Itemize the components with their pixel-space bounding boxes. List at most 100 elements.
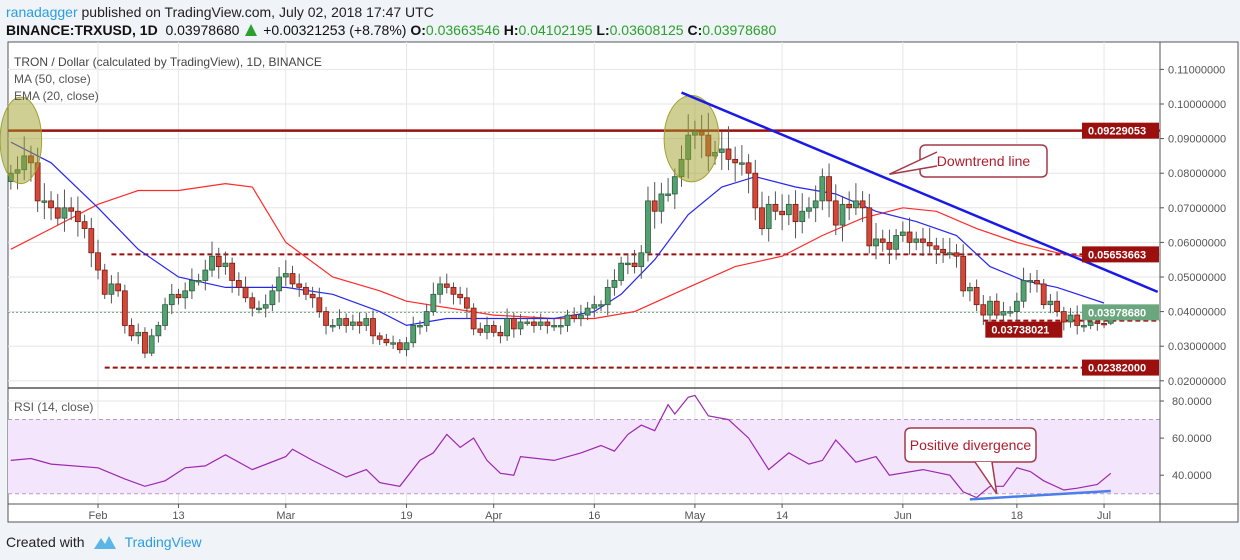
candle-body-up <box>155 325 162 337</box>
candle-body-down <box>1034 280 1040 285</box>
candle-body-down <box>846 203 853 209</box>
symbol: BINANCE:TRXUSD, 1D <box>6 22 158 38</box>
legend-ma[interactable]: MA (50, close) <box>14 72 91 86</box>
candle <box>658 182 665 224</box>
last-price-label-bg <box>1082 304 1159 321</box>
close-label: C: <box>687 22 703 38</box>
candle-body-up <box>665 193 671 196</box>
rsi-tick-label: 80.0000 <box>1172 396 1212 408</box>
candle <box>759 191 765 236</box>
candle <box>289 265 296 289</box>
candle-body-up <box>765 203 772 229</box>
candle <box>470 303 477 336</box>
candle <box>537 313 544 331</box>
created-with-text: Created with <box>6 534 85 550</box>
candle-body-up <box>1027 280 1034 283</box>
candle <box>249 292 256 317</box>
candle <box>557 316 564 335</box>
candle <box>584 301 591 321</box>
candle-body-up <box>282 273 289 278</box>
candle <box>202 259 209 291</box>
price-tick-label: 0.11000000 <box>1168 64 1225 76</box>
candle <box>879 229 886 252</box>
candle <box>1074 305 1081 335</box>
candle-body-down <box>128 325 135 337</box>
candle <box>296 273 303 297</box>
candle-body-down <box>1074 314 1081 326</box>
highlight-ellipse <box>663 94 720 183</box>
legend-ema[interactable]: EMA (20, close) <box>14 89 99 103</box>
candle-body-up <box>1013 300 1020 313</box>
candle-body-up <box>611 280 618 288</box>
time-tick-label: Feb <box>89 510 108 522</box>
candle <box>1081 320 1087 332</box>
callout-pointer <box>974 461 998 495</box>
legend-rsi[interactable]: RSI (14, close) <box>14 400 93 414</box>
candle-body-up <box>799 210 806 223</box>
candle-body-up <box>336 318 343 326</box>
candle-body-down <box>323 311 329 326</box>
candle <box>940 237 946 263</box>
candle <box>162 297 168 331</box>
candle <box>551 318 557 331</box>
candle <box>370 310 376 345</box>
candle-body-down <box>960 255 967 292</box>
open-value: 0.03663546 <box>425 22 500 38</box>
candle <box>457 286 464 305</box>
candle-body-down <box>886 241 893 250</box>
high-value: 0.04102195 <box>518 22 593 38</box>
candle-body-up <box>61 207 68 219</box>
candle <box>276 267 282 303</box>
candle <box>61 189 68 232</box>
time-tick-label: 18 <box>1011 510 1023 522</box>
candle-body-down <box>121 290 128 326</box>
axes: 0.11000000 0.10000000 0.09000000 0.08000000… <box>89 64 1227 522</box>
candle <box>591 295 598 318</box>
candle <box>423 303 430 332</box>
candle-body-down <box>953 252 960 257</box>
candle <box>953 244 960 268</box>
candle-body-down <box>920 238 926 243</box>
candle-body-down <box>457 293 464 299</box>
candle <box>920 227 926 257</box>
candle <box>832 184 839 236</box>
candle-body-down <box>356 321 363 326</box>
candle <box>282 260 289 286</box>
candle <box>779 194 786 231</box>
footer: Created with TradingView <box>6 534 202 550</box>
candle-body-up <box>484 325 490 333</box>
price-tick-label: 0.09000000 <box>1168 134 1226 146</box>
price-tick-label: 0.08000000 <box>1168 168 1226 180</box>
callout-box <box>919 144 1048 178</box>
candle <box>899 221 906 242</box>
price-tick-label: 0.04000000 <box>1168 307 1226 319</box>
candle <box>812 185 819 222</box>
candle <box>960 244 967 297</box>
callout-pointer <box>889 151 938 175</box>
candle-body-down <box>48 200 54 209</box>
candle <box>544 317 551 334</box>
candle <box>209 241 215 277</box>
candle-body-down <box>229 262 236 281</box>
symbol-quote: BINANCE:TRXUSD, 1D 0.03978680 +0.0032125… <box>6 22 776 38</box>
candle-body-up <box>403 342 410 351</box>
candle-body-up <box>578 314 584 319</box>
price-tick-label: 0.07000000 <box>1168 203 1226 215</box>
tradingview-logo-icon <box>93 536 116 549</box>
author-link[interactable]: ranadagger <box>6 4 78 20</box>
candle <box>906 217 913 255</box>
callouts: Downtrend line Positive divergence <box>889 144 1048 495</box>
price-level-label-bg <box>1082 122 1159 139</box>
candle-body-down <box>826 176 832 202</box>
price-level-label: 0.05653663 <box>1088 249 1146 261</box>
candle-body-up <box>591 304 598 309</box>
tradingview-link[interactable]: TradingView <box>124 534 202 550</box>
price-change: +0.00321253 (+8.78%) <box>263 22 407 38</box>
candle <box>1034 269 1040 293</box>
candle-body-up <box>148 335 155 354</box>
candle-body-up <box>658 193 665 212</box>
candle <box>262 294 269 318</box>
last-price-label: 0.03978680 <box>1088 307 1146 319</box>
candle <box>383 333 390 346</box>
